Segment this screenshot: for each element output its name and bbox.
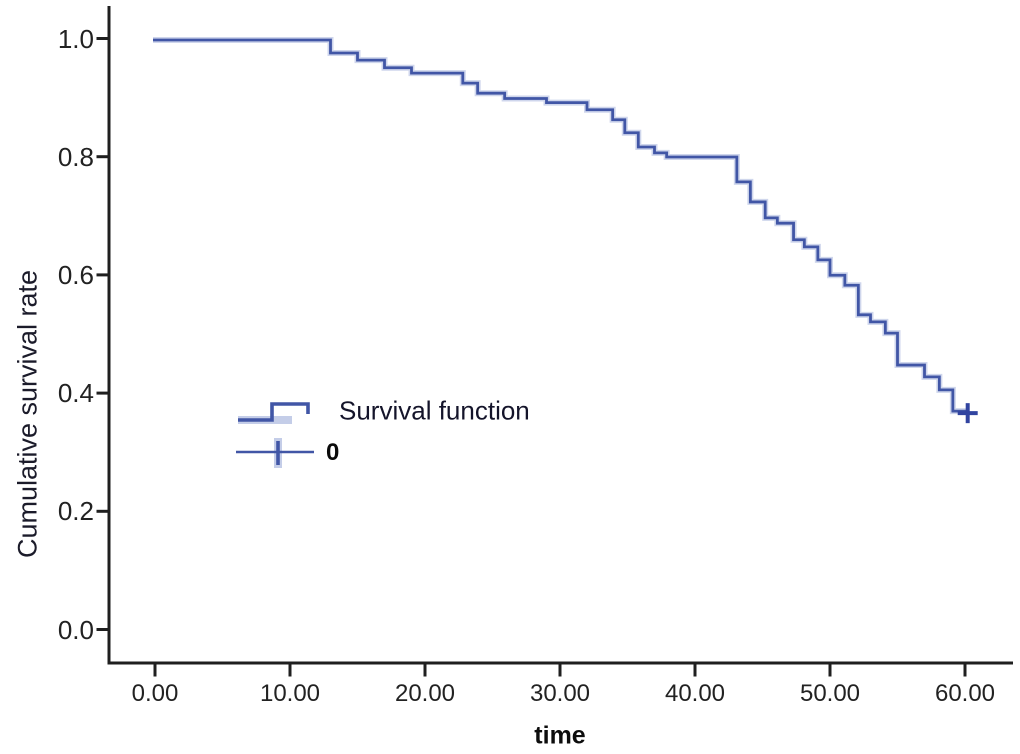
y-tick-label: 0.2 — [57, 496, 94, 527]
legend-label-survival-function: Survival function — [339, 395, 530, 426]
x-tick-label: 10.00 — [259, 680, 321, 707]
x-tick-label: 40.00 — [664, 680, 726, 707]
x-tick-label: 50.00 — [799, 680, 861, 707]
y-tick-label: 0.8 — [57, 141, 94, 172]
x-tick-label: 20.00 — [394, 680, 456, 707]
x-tick-label: 60.00 — [934, 680, 996, 707]
y-tick-label: 0.4 — [57, 378, 94, 409]
x-axis-title: time — [534, 721, 586, 750]
y-tick-label: 0.0 — [57, 614, 94, 645]
legend-step-symbol-icon — [238, 402, 310, 422]
x-tick-label: 30.00 — [529, 680, 591, 707]
survival-curve — [153, 38, 968, 413]
y-tick-label: 0.6 — [57, 259, 94, 290]
survival-curve-halo — [153, 37, 968, 415]
y-tick-label: 1.0 — [57, 23, 94, 54]
legend-label-censored: 0 — [326, 439, 341, 466]
x-tick-label: 0.00 — [131, 680, 179, 707]
